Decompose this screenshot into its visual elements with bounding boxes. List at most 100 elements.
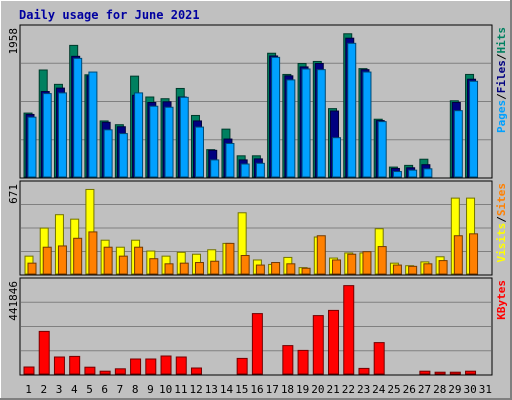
bar-kbytes-day-28 xyxy=(434,371,446,375)
bar-kbytes-day-15 xyxy=(236,357,248,375)
bar-kbytes-day-18 xyxy=(282,345,294,375)
bar-kbytes-day-10 xyxy=(160,355,172,375)
bar-kbytes-day-22 xyxy=(343,285,355,375)
bar-sites-day-4 xyxy=(73,237,83,275)
bar-kbytes-day-29 xyxy=(449,371,461,375)
bar-sites-day-9 xyxy=(149,258,159,275)
day-label-29: 29 xyxy=(448,383,461,396)
legend-kbytes: KBytes xyxy=(495,280,508,320)
legend-separator: / xyxy=(495,53,508,60)
day-label-7: 7 xyxy=(117,383,124,396)
bar-pages-day-29 xyxy=(453,110,463,178)
panel-kbytes: 441846 KBytes xyxy=(7,277,508,376)
bar-sites-day-5 xyxy=(88,231,98,275)
y-max-label-hits: 1958 xyxy=(7,28,20,55)
bar-pages-day-25 xyxy=(392,171,402,178)
legend-item-visits: Visits xyxy=(495,223,508,263)
day-label-27: 27 xyxy=(418,383,431,396)
legend-pages-files-hits: Pages/Files/Hits xyxy=(495,27,508,133)
bar-sites-day-10 xyxy=(164,263,174,275)
x-axis-day-labels: 1 2 3 4 5 6 7 8 9 10 11 12 13 14 15 16 17 18 19 20 21 22 23 24 2… xyxy=(25,383,492,396)
bar-sites-day-16 xyxy=(255,264,265,275)
bar-kbytes-day-6 xyxy=(99,370,111,375)
bar-sites-day-2 xyxy=(42,246,52,275)
bar-sites-day-21 xyxy=(332,259,342,275)
panel-visits-sites: 671 Visits/Sites xyxy=(7,180,508,276)
bar-pages-day-4 xyxy=(73,57,83,178)
bar-sites-day-11 xyxy=(179,262,189,275)
bar-pages-day-21 xyxy=(332,137,342,178)
bar-pages-day-15 xyxy=(240,163,250,178)
panel-pages-files-hits: 1958 Pages/Files/Hits xyxy=(7,24,508,179)
bar-sites-day-3 xyxy=(57,245,67,275)
bar-sites-day-13 xyxy=(210,260,220,275)
bar-kbytes-day-11 xyxy=(175,356,187,375)
bar-sites-day-25 xyxy=(392,264,402,275)
bar-pages-day-6 xyxy=(103,129,113,178)
day-label-12: 12 xyxy=(189,383,202,396)
day-label-22: 22 xyxy=(342,383,355,396)
bar-pages-day-11 xyxy=(179,96,189,178)
legend-item-sites: Sites xyxy=(495,183,508,216)
day-label-9: 9 xyxy=(147,383,154,396)
bar-kbytes-day-5 xyxy=(84,366,96,375)
day-label-2: 2 xyxy=(41,383,48,396)
bars-kbytes xyxy=(21,285,491,375)
day-label-10: 10 xyxy=(159,383,172,396)
day-label-18: 18 xyxy=(281,383,294,396)
bar-pages-day-18 xyxy=(286,79,296,178)
bar-kbytes-day-12 xyxy=(190,367,202,375)
day-label-19: 19 xyxy=(296,383,309,396)
bar-kbytes-day-8 xyxy=(130,358,142,375)
day-label-5: 5 xyxy=(86,383,93,396)
bar-sites-day-12 xyxy=(194,262,204,275)
bar-sites-day-28 xyxy=(438,260,448,275)
bar-pages-day-7 xyxy=(118,133,128,178)
bar-pages-day-26 xyxy=(408,169,418,178)
bar-kbytes-day-16 xyxy=(251,313,263,375)
bar-sites-day-7 xyxy=(118,255,128,275)
bar-kbytes-day-7 xyxy=(114,368,126,375)
bar-pages-day-23 xyxy=(362,71,372,178)
day-label-20: 20 xyxy=(311,383,324,396)
legend-separator: / xyxy=(495,93,508,100)
bar-sites-day-19 xyxy=(301,267,311,275)
bar-kbytes-day-4 xyxy=(69,355,81,375)
day-label-15: 15 xyxy=(235,383,248,396)
bar-kbytes-day-24 xyxy=(373,342,385,375)
day-label-31: 31 xyxy=(479,383,492,396)
day-label-1: 1 xyxy=(25,383,32,396)
bar-sites-day-14 xyxy=(225,242,235,275)
day-label-11: 11 xyxy=(174,383,187,396)
day-label-13: 13 xyxy=(205,383,218,396)
bar-kbytes-day-19 xyxy=(297,349,309,375)
day-label-16: 16 xyxy=(250,383,263,396)
bar-kbytes-day-21 xyxy=(328,309,340,375)
bar-pages-day-5 xyxy=(88,71,98,178)
day-label-25: 25 xyxy=(387,383,400,396)
bar-sites-day-15 xyxy=(240,255,250,275)
day-label-6: 6 xyxy=(101,383,108,396)
bar-sites-day-23 xyxy=(362,251,372,275)
bar-sites-day-6 xyxy=(103,246,113,275)
legend-item-hits: Hits xyxy=(495,27,508,54)
bar-pages-day-14 xyxy=(225,142,235,178)
bar-kbytes-day-23 xyxy=(358,367,370,375)
legend-text: KBytes xyxy=(495,280,508,320)
day-label-24: 24 xyxy=(372,383,386,396)
bars-visits-sites xyxy=(21,188,491,275)
legend-visits-sites: Visits/Sites xyxy=(495,183,508,263)
bar-pages-day-2 xyxy=(42,93,52,178)
bar-kbytes-day-1 xyxy=(23,366,35,375)
bar-sites-day-22 xyxy=(347,253,357,275)
bar-sites-day-18 xyxy=(286,263,296,275)
bar-pages-day-16 xyxy=(255,162,265,178)
legend-item-pages: Pages xyxy=(495,100,508,133)
bar-sites-day-24 xyxy=(377,246,387,275)
bar-pages-day-9 xyxy=(149,105,159,178)
bar-pages-day-12 xyxy=(194,126,204,178)
bar-sites-day-30 xyxy=(469,233,479,275)
bar-kbytes-day-2 xyxy=(38,330,50,375)
